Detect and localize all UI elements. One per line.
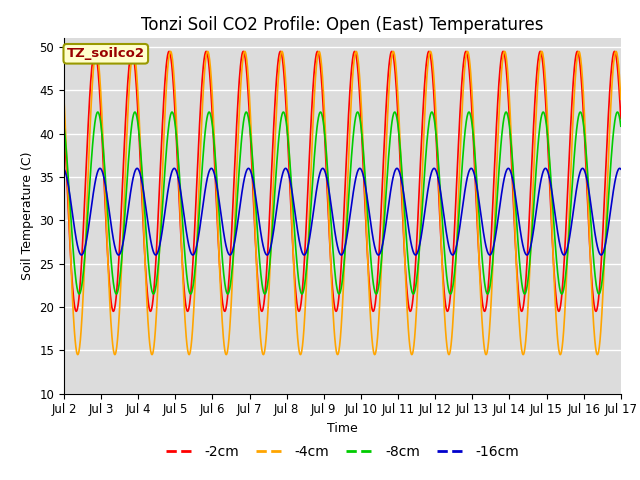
-8cm bbox=[308, 186, 316, 192]
-2cm bbox=[126, 55, 134, 60]
-8cm bbox=[617, 123, 625, 129]
-8cm bbox=[378, 260, 385, 266]
-8cm bbox=[614, 109, 621, 115]
-16cm bbox=[297, 244, 305, 250]
Title: Tonzi Soil CO2 Profile: Open (East) Temperatures: Tonzi Soil CO2 Profile: Open (East) Temp… bbox=[141, 16, 543, 34]
-2cm bbox=[297, 303, 305, 309]
-4cm bbox=[617, 96, 625, 102]
-2cm bbox=[104, 249, 111, 254]
-2cm bbox=[617, 116, 625, 121]
-2cm bbox=[72, 309, 80, 314]
-4cm bbox=[612, 48, 620, 54]
-4cm bbox=[297, 352, 305, 358]
Line: -2cm: -2cm bbox=[64, 51, 621, 312]
Y-axis label: Soil Temperature (C): Soil Temperature (C) bbox=[21, 152, 34, 280]
-4cm bbox=[60, 96, 68, 102]
-4cm bbox=[74, 352, 81, 358]
Line: -16cm: -16cm bbox=[64, 168, 621, 255]
-2cm bbox=[611, 48, 618, 54]
-16cm bbox=[308, 218, 316, 224]
-16cm bbox=[126, 192, 134, 198]
-4cm bbox=[126, 72, 134, 77]
Line: -4cm: -4cm bbox=[64, 51, 621, 355]
-2cm bbox=[308, 99, 316, 105]
-2cm bbox=[378, 206, 385, 212]
-16cm bbox=[104, 196, 111, 202]
Legend: -2cm, -4cm, -8cm, -16cm: -2cm, -4cm, -8cm, -16cm bbox=[160, 440, 525, 465]
-4cm bbox=[104, 248, 111, 253]
-16cm bbox=[77, 252, 85, 258]
-8cm bbox=[60, 123, 68, 129]
-16cm bbox=[378, 247, 385, 253]
-8cm bbox=[297, 289, 305, 295]
-4cm bbox=[318, 70, 326, 75]
-4cm bbox=[308, 140, 316, 146]
-8cm bbox=[76, 291, 83, 297]
-2cm bbox=[318, 86, 326, 92]
X-axis label: Time: Time bbox=[327, 422, 358, 435]
Line: -8cm: -8cm bbox=[64, 112, 621, 294]
-8cm bbox=[104, 206, 111, 212]
-16cm bbox=[616, 166, 623, 171]
-16cm bbox=[60, 166, 68, 172]
-16cm bbox=[617, 166, 625, 172]
-8cm bbox=[126, 137, 134, 143]
Text: TZ_soilco2: TZ_soilco2 bbox=[67, 47, 145, 60]
-2cm bbox=[60, 116, 68, 121]
-8cm bbox=[318, 113, 326, 119]
-4cm bbox=[378, 268, 385, 274]
-16cm bbox=[318, 166, 326, 171]
